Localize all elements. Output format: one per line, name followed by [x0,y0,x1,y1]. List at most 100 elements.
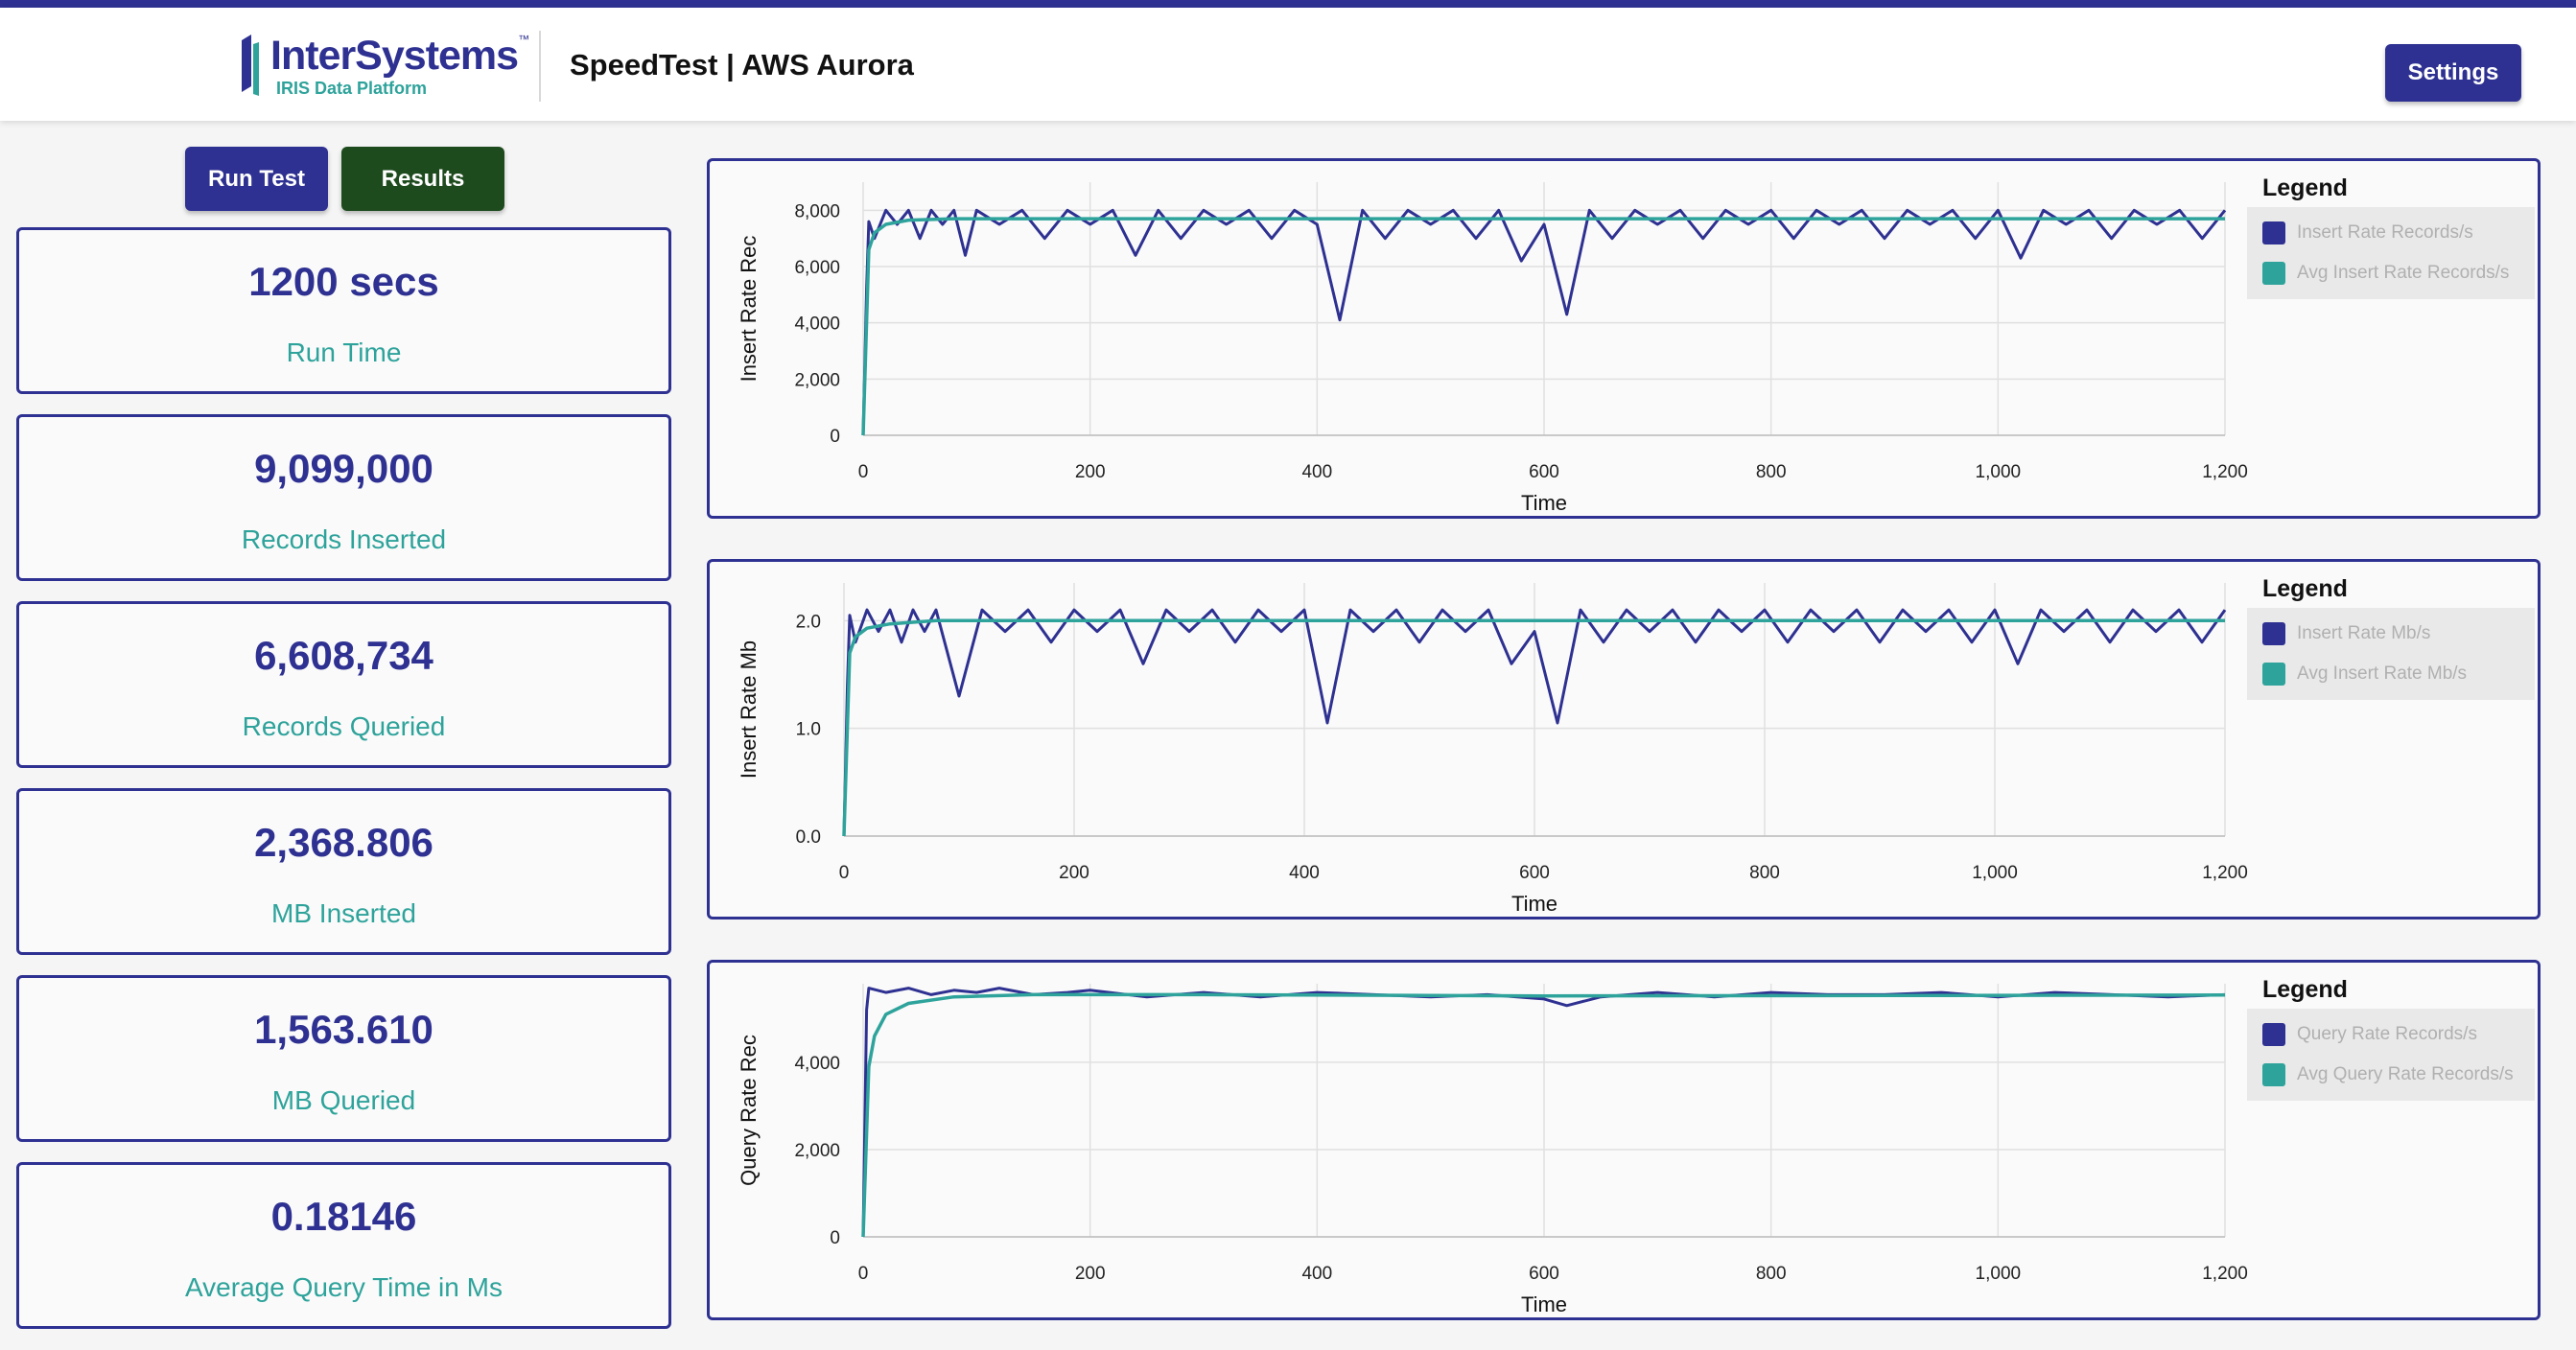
legend-label: Query Rate Records/s [2297,1024,2477,1044]
stat-card-records-queried: 6,608,734 Records Queried [16,601,671,768]
legend-swatch [2262,221,2285,244]
x-tick-label: 600 [1519,863,1550,883]
logo-name: InterSystems™ [270,33,529,79]
x-tick-label: 200 [1075,1264,1106,1284]
stat-value: 1200 secs [248,259,439,304]
legend-label: Avg Insert Rate Mb/s [2297,663,2468,684]
x-tick-label: 400 [1301,462,1332,482]
x-tick-label: 0 [839,863,850,883]
x-axis-label: Time [1511,892,1557,916]
stat-label: MB Inserted [271,898,416,928]
y-tick-label: 4,000 [794,314,840,335]
x-tick-label: 1,200 [2202,462,2248,482]
stat-card-records-inserted: 9,099,000 Records Inserted [16,414,671,581]
stat-card-average-query-time: 0.18146 Average Query Time in Ms [16,1162,671,1329]
legend-item-insert-rate[interactable]: Insert Rate Records/s [2247,213,2535,253]
legend-label: Insert Rate Mb/s [2297,623,2431,643]
chart-insert-rate-records: 0 200 400 600 800 1,000 1,200 0 2,000 4,000 6,000 8… [737,182,2248,515]
stat-label: Run Time [286,338,402,367]
x-tick-label: 1,000 [1972,863,2018,883]
y-axis-label: Insert Rate Mb [737,640,761,779]
y-tick-label: 2,000 [794,370,840,390]
y-axis-label: Query Rate Rec [737,1035,761,1186]
series-line [861,208,2227,436]
chart-panel-query-rate-records: 0 200 400 600 800 1,000 1,200 0 2,000 4,000 Time Qu… [707,960,2541,1320]
series-line [842,608,2227,837]
legend-swatch [2262,622,2285,645]
x-tick-label: 1,200 [2202,863,2248,883]
settings-button[interactable]: Settings [2385,44,2521,102]
legend-item-avg-query-rate[interactable]: Avg Query Rate Records/s [2247,1055,2535,1095]
x-tick-label: 800 [1756,1264,1787,1284]
stat-label: Records Inserted [241,524,447,554]
x-tick-label: 200 [1075,462,1106,482]
legend-title: Legend [2262,976,2348,1003]
chart-legend: Legend Insert Rate Mb/s Avg Insert Rate … [2247,570,2535,700]
logo-subtitle: IRIS Data Platform [276,79,428,98]
legend-box: Query Rate Records/s Avg Query Rate Reco… [2247,1009,2535,1101]
x-tick-label: 200 [1059,863,1089,883]
y-tick-label: 1.0 [796,720,821,740]
stat-card-mb-inserted: 2,368.806 MB Inserted [16,788,671,955]
chart-legend: Legend Query Rate Records/s Avg Query Ra… [2247,970,2535,1101]
legend-title: Legend [2262,175,2348,201]
x-tick-label: 800 [1749,863,1780,883]
stat-label: MB Queried [271,1085,416,1115]
legend-swatch [2262,663,2285,686]
legend-swatch [2262,1063,2285,1086]
app-header: InterSystems™ IRIS Data Platform SpeedTe… [0,8,2576,121]
y-tick-label: 2,000 [794,1141,840,1161]
legend-title: Legend [2262,575,2348,602]
results-button[interactable]: Results [341,147,504,211]
header-divider [539,31,541,102]
series-line [842,618,2225,837]
stat-label: Average Query Time in Ms [185,1272,503,1302]
x-tick-label: 600 [1529,1264,1559,1284]
chart-panel-insert-rate-mb: 0 200 400 600 800 1,000 1,200 0.0 1.0 2.0 Time Inse… [707,559,2541,919]
series-line [861,992,2226,1238]
x-tick-label: 0 [858,462,869,482]
y-tick-label: 0 [830,1228,840,1248]
legend-item-query-rate[interactable]: Query Rate Records/s [2247,1014,2535,1055]
x-tick-label: 1,000 [1976,462,2022,482]
legend-swatch [2262,262,2285,285]
legend-box: Insert Rate Records/s Avg Insert Rate Re… [2247,207,2535,299]
legend-item-insert-rate-mb[interactable]: Insert Rate Mb/s [2247,614,2535,654]
y-tick-label: 8,000 [794,201,840,221]
stat-value: 2,368.806 [254,820,433,865]
legend-swatch [2262,1023,2285,1046]
stat-card-mb-queried: 1,563.610 MB Queried [16,975,671,1142]
y-tick-label: 2.0 [796,612,821,632]
y-tick-label: 0.0 [796,827,821,848]
y-tick-label: 6,000 [794,258,840,278]
x-tick-label: 1,000 [1976,1264,2022,1284]
legend-label: Avg Insert Rate Records/s [2297,263,2510,283]
y-tick-label: 0 [830,427,840,447]
stat-card-run-time: 1200 secs Run Time [16,227,671,394]
legend-item-avg-insert-rate-mb[interactable]: Avg Insert Rate Mb/s [2247,654,2535,694]
x-tick-label: 0 [858,1264,869,1284]
x-tick-label: 800 [1756,462,1787,482]
page-title: SpeedTest | AWS Aurora [570,48,914,81]
legend-label: Avg Query Rate Records/s [2297,1064,2514,1084]
x-axis-label: Time [1521,491,1567,515]
stat-value: 9,099,000 [254,446,433,491]
x-tick-label: 1,200 [2202,1264,2248,1284]
legend-box: Insert Rate Mb/s Avg Insert Rate Mb/s [2247,608,2535,700]
intersystems-logo-icon [242,35,259,96]
y-tick-label: 4,000 [794,1054,840,1074]
series-line [861,217,2225,436]
x-axis-label: Time [1521,1292,1567,1316]
stat-value: 0.18146 [270,1194,417,1239]
x-tick-label: 400 [1289,863,1320,883]
stat-value: 6,608,734 [254,633,433,678]
chart-query-rate-records: 0 200 400 600 800 1,000 1,200 0 2,000 4,000 Time Qu… [737,984,2248,1316]
stat-value: 1,563.610 [254,1007,433,1052]
run-test-button[interactable]: Run Test [185,147,328,211]
chart-insert-rate-mb: 0 200 400 600 800 1,000 1,200 0.0 1.0 2.0 Time Inse… [737,583,2248,916]
legend-item-avg-insert-rate[interactable]: Avg Insert Rate Records/s [2247,253,2535,293]
chart-panel-insert-rate-records: 0 200 400 600 800 1,000 1,200 0 2,000 4,000 6,000 8… [707,158,2541,519]
top-accent-bar [0,0,2576,8]
legend-label: Insert Rate Records/s [2297,222,2473,243]
stat-label: Records Queried [242,711,446,741]
